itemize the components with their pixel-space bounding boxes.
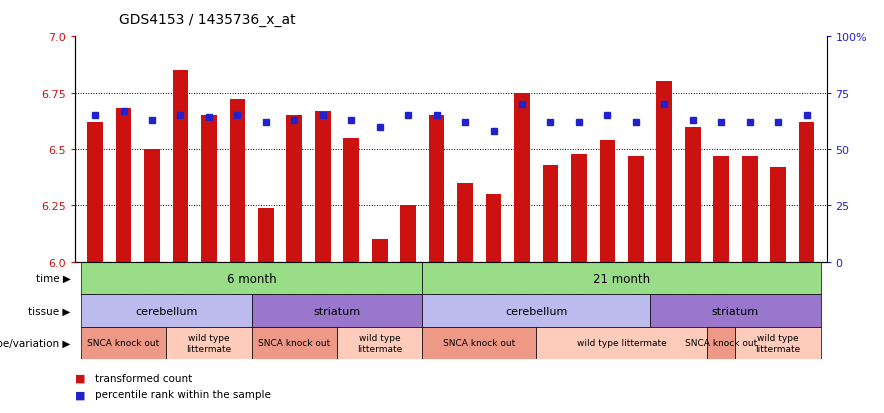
Bar [337,327,423,359]
Bar [628,157,644,262]
Bar [252,294,423,327]
Bar [144,150,160,262]
Text: transformed count: transformed count [95,373,192,383]
Text: genotype/variation ▶: genotype/variation ▶ [0,338,71,348]
Bar [88,123,103,262]
Bar [80,327,166,359]
Bar [315,112,331,262]
Text: percentile rank within the sample: percentile rank within the sample [95,389,271,399]
Text: cerebellum: cerebellum [135,306,197,316]
Bar [707,327,735,359]
Bar [80,262,423,294]
Bar [599,141,615,262]
Bar [400,206,416,262]
Bar [429,116,445,262]
Bar [457,183,473,262]
Text: 21 month: 21 month [593,272,650,285]
Bar [713,157,729,262]
Bar [343,138,359,262]
Bar [252,327,337,359]
Bar [230,100,245,262]
Text: wild type
littermate: wild type littermate [187,333,232,353]
Text: SNCA knock out: SNCA knock out [443,339,515,348]
Text: 6 month: 6 month [227,272,277,285]
Text: wild type
littermate: wild type littermate [756,333,801,353]
Bar [742,157,758,262]
Bar [423,327,537,359]
Bar [514,93,530,262]
Text: SNCA knock out: SNCA knock out [88,339,160,348]
Bar [116,109,132,262]
Text: SNCA knock out: SNCA knock out [258,339,331,348]
Text: ■: ■ [75,389,86,399]
Bar [537,327,707,359]
Text: GDS4153 / 1435736_x_at: GDS4153 / 1435736_x_at [119,13,296,27]
Bar [571,154,587,262]
Bar [423,262,821,294]
Bar [657,82,672,262]
Bar [372,240,387,262]
Bar [286,116,302,262]
Bar [166,327,252,359]
Bar [80,294,252,327]
Bar [685,127,701,262]
Bar [423,294,650,327]
Text: wild type
littermate: wild type littermate [357,333,402,353]
Text: wild type littermate: wild type littermate [576,339,667,348]
Bar [770,168,786,262]
Text: SNCA knock out: SNCA knock out [685,339,758,348]
Bar [258,208,274,262]
Text: striatum: striatum [712,306,759,316]
Bar [799,123,814,262]
Bar [543,166,559,262]
Bar [735,327,821,359]
Text: striatum: striatum [314,306,361,316]
Bar [650,294,821,327]
Text: cerebellum: cerebellum [505,306,568,316]
Bar [485,195,501,262]
Bar [201,116,217,262]
Bar [172,71,188,262]
Text: tissue ▶: tissue ▶ [28,306,71,316]
Text: ■: ■ [75,373,86,383]
Text: time ▶: time ▶ [36,273,71,283]
